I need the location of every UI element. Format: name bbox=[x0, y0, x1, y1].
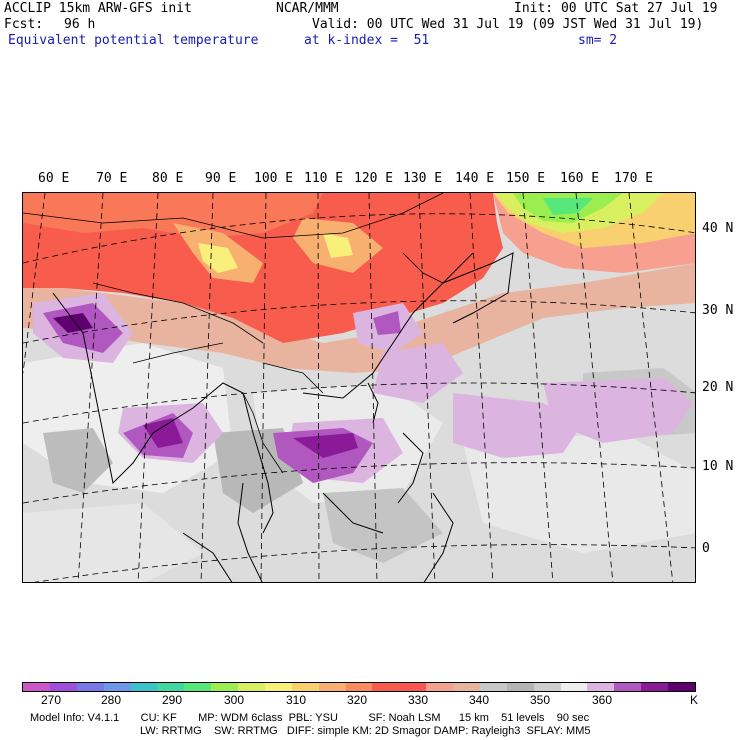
coastlines bbox=[52, 252, 514, 582]
colorbar-tick: 360 bbox=[592, 693, 613, 707]
dark-purple-core bbox=[143, 418, 183, 448]
lon-label: 150 E bbox=[506, 171, 546, 186]
colorbar-tick: 310 bbox=[286, 693, 307, 707]
model-info-line1: Model Info: V4.1.1 CU: KF MP: WDM 6class… bbox=[30, 712, 590, 724]
light-purple-region bbox=[373, 343, 463, 403]
dark-purple-core bbox=[53, 313, 93, 333]
colorbar-swatch bbox=[130, 683, 158, 691]
red-orange-region bbox=[23, 193, 323, 238]
colorbar-swatch bbox=[264, 683, 292, 691]
colorbar-swatch bbox=[211, 683, 238, 691]
yellow-region bbox=[323, 233, 353, 258]
forecast-label: Fcst: bbox=[4, 17, 44, 32]
colorbar-swatch bbox=[103, 683, 131, 691]
colorbar-swatch bbox=[23, 683, 50, 691]
lon-label: 110 E bbox=[304, 171, 344, 186]
colorbar-tick: 320 bbox=[347, 693, 368, 707]
yellow-region bbox=[198, 243, 238, 273]
graticule bbox=[23, 193, 695, 582]
colorbar-swatch bbox=[291, 683, 319, 691]
colorbar-swatch bbox=[318, 683, 346, 691]
field-name: Equivalent potential temperature bbox=[8, 33, 259, 48]
colorbar-swatch bbox=[345, 683, 373, 691]
light-gray-region bbox=[23, 503, 203, 582]
colorbar bbox=[22, 682, 696, 692]
dark-purple-core bbox=[293, 433, 358, 458]
dark-gray-region bbox=[323, 488, 443, 563]
lat-label: 30 N bbox=[702, 303, 734, 318]
colorbar-tick: 350 bbox=[530, 693, 551, 707]
colorbar-swatch bbox=[238, 683, 265, 691]
map-canvas bbox=[23, 193, 695, 582]
lat-label: 10 N bbox=[702, 459, 734, 474]
colorbar-unit: K bbox=[690, 693, 699, 707]
colorbar-swatch bbox=[76, 683, 104, 691]
colorbar-swatch bbox=[641, 683, 668, 691]
lon-label: 170 E bbox=[614, 171, 654, 186]
colorbar-swatch bbox=[533, 683, 561, 691]
smoothing-info: sm= 2 bbox=[578, 33, 618, 48]
colorbar-swatch bbox=[184, 683, 212, 691]
salmon-band bbox=[23, 263, 695, 373]
center-label: NCAR/MMM bbox=[276, 1, 339, 16]
init-time: Init: 00 UTC Sat 27 Jul 19 bbox=[514, 1, 718, 16]
colorbar-swatch bbox=[560, 683, 588, 691]
colorbar-tick: 340 bbox=[469, 693, 490, 707]
lat-label: 0 bbox=[702, 541, 710, 556]
lon-label: 100 E bbox=[254, 171, 294, 186]
colorbar-swatch bbox=[49, 683, 77, 691]
colorbar-swatch bbox=[479, 683, 507, 691]
lat-label: 40 N bbox=[702, 221, 734, 236]
colorbar-tick: 330 bbox=[408, 693, 429, 707]
lon-label: 60 E bbox=[38, 171, 70, 186]
forecast-hour: 96 h bbox=[64, 17, 96, 32]
colorbar-swatch bbox=[453, 683, 480, 691]
red-region bbox=[23, 193, 503, 343]
dark-gray-region bbox=[43, 428, 113, 493]
valid-time: Valid: 00 UTC Wed 31 Jul 19 (09 JST Wed … bbox=[312, 17, 704, 32]
colorbar-swatch bbox=[399, 683, 427, 691]
lon-label: 90 E bbox=[205, 171, 237, 186]
colorbar-swatch bbox=[614, 683, 642, 691]
colorbar-swatch bbox=[587, 683, 615, 691]
lon-label: 70 E bbox=[96, 171, 128, 186]
model-info-line2: LW: RRTMG SW: RRTMG DIFF: simple KM: 2D … bbox=[140, 725, 591, 737]
lon-label: 130 E bbox=[403, 171, 443, 186]
lon-label: 140 E bbox=[455, 171, 495, 186]
colorbar-swatch bbox=[426, 683, 453, 691]
model-title: ACCLIP 15km ARW-GFS init bbox=[4, 1, 192, 16]
lon-label: 80 E bbox=[152, 171, 184, 186]
colorbar-tick: 280 bbox=[101, 693, 122, 707]
colorbar-swatch bbox=[372, 683, 400, 691]
lon-label: 120 E bbox=[354, 171, 394, 186]
theta-e-map bbox=[22, 192, 696, 583]
colorbar-swatch bbox=[506, 683, 534, 691]
colorbar-swatch bbox=[157, 683, 185, 691]
colorbar-tick: 270 bbox=[41, 693, 62, 707]
colorbar-swatch bbox=[668, 683, 695, 691]
colorbar-tick: 300 bbox=[224, 693, 245, 707]
purple-region bbox=[373, 311, 401, 335]
borders bbox=[23, 193, 444, 474]
colorbar-tick: 290 bbox=[162, 693, 183, 707]
level-info: at k-index = 51 bbox=[304, 33, 430, 48]
lon-label: 160 E bbox=[560, 171, 600, 186]
lat-label: 20 N bbox=[702, 380, 734, 395]
bright-green-ne bbox=[543, 198, 593, 215]
